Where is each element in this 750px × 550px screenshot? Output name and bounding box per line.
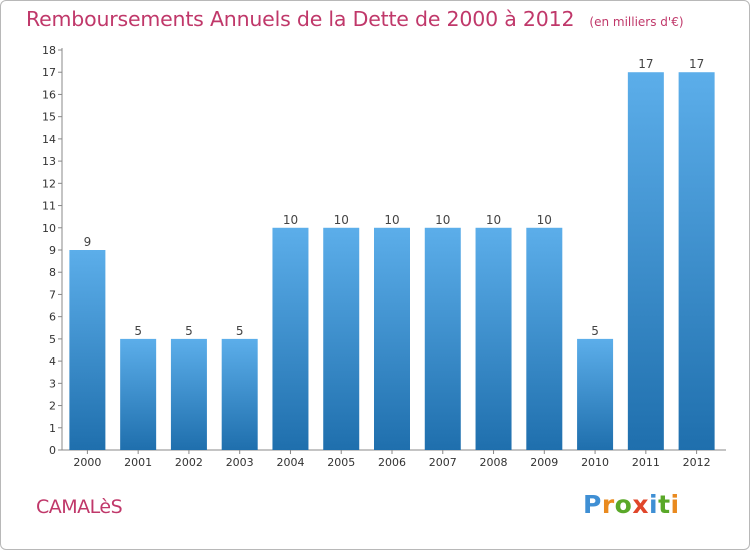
data-label: 5 (236, 324, 244, 338)
y-tick-label: 18 (42, 44, 56, 57)
bar (69, 250, 106, 450)
bar (221, 338, 258, 450)
x-tick-label: 2000 (73, 456, 101, 469)
data-label: 10 (435, 213, 450, 227)
y-tick-label: 17 (42, 66, 56, 79)
bar (272, 227, 309, 450)
data-label: 10 (537, 213, 552, 227)
y-tick-label: 15 (42, 111, 56, 124)
data-label: 10 (486, 213, 501, 227)
data-label: 17 (638, 57, 653, 71)
x-tick-label: 2007 (429, 456, 457, 469)
bar (526, 227, 563, 450)
x-tick-label: 2002 (175, 456, 203, 469)
x-tick-label: 2005 (327, 456, 355, 469)
y-tick-label: 2 (49, 400, 56, 413)
y-tick-label: 10 (42, 222, 56, 235)
y-tick-label: 5 (49, 333, 56, 346)
y-tick-label: 1 (49, 422, 56, 435)
x-tick-label: 2006 (378, 456, 406, 469)
logo-letter: P (583, 490, 602, 519)
y-tick-label: 14 (42, 133, 56, 146)
bar (577, 338, 614, 450)
y-tick-label: 9 (49, 244, 56, 257)
bar (475, 227, 512, 450)
y-tick-label: 3 (49, 377, 56, 390)
bar (120, 338, 157, 450)
x-tick-label: 2008 (480, 456, 508, 469)
commune-name: CAMALèS (36, 496, 123, 518)
x-tick-label: 2004 (276, 456, 304, 469)
logo-letter: i (670, 490, 680, 519)
data-label: 10 (384, 213, 399, 227)
x-tick-label: 2001 (124, 456, 152, 469)
bar (170, 338, 207, 450)
logo-letter: o (614, 490, 633, 519)
data-label: 10 (283, 213, 298, 227)
x-tick-label: 2012 (683, 456, 711, 469)
bar (374, 227, 410, 450)
data-label: 5 (134, 324, 142, 338)
x-tick-label: 2011 (632, 456, 660, 469)
logo-letter: i (649, 490, 659, 519)
y-tick-label: 0 (49, 444, 56, 457)
y-tick-label: 4 (49, 355, 56, 368)
chart-title: Remboursements Annuels de la Dette de 20… (26, 7, 575, 31)
data-label: 17 (689, 57, 704, 71)
data-label: 9 (84, 235, 92, 249)
bar (424, 227, 461, 450)
x-tick-label: 2009 (530, 456, 558, 469)
data-label: 5 (185, 324, 193, 338)
logo-letter: x (632, 490, 649, 519)
bar (678, 72, 715, 450)
proxiti-logo[interactable]: Proxiti (583, 490, 680, 519)
y-tick-label: 11 (42, 200, 56, 213)
y-tick-label: 8 (49, 266, 56, 279)
bar (627, 72, 664, 450)
logo-letter: r (601, 490, 615, 519)
logo-letter: t (658, 490, 671, 519)
x-tick-label: 2010 (581, 456, 609, 469)
y-tick-label: 6 (49, 311, 56, 324)
bar (323, 227, 360, 450)
y-tick-label: 13 (42, 155, 56, 168)
y-tick-label: 16 (42, 88, 56, 101)
x-tick-label: 2003 (226, 456, 254, 469)
data-label: 10 (334, 213, 349, 227)
chart-header: Remboursements Annuels de la Dette de 20… (26, 7, 684, 31)
y-tick-label: 12 (42, 177, 56, 190)
chart-unit: (en milliers d'€) (589, 15, 684, 29)
data-label: 5 (591, 324, 599, 338)
y-tick-label: 7 (49, 288, 56, 301)
